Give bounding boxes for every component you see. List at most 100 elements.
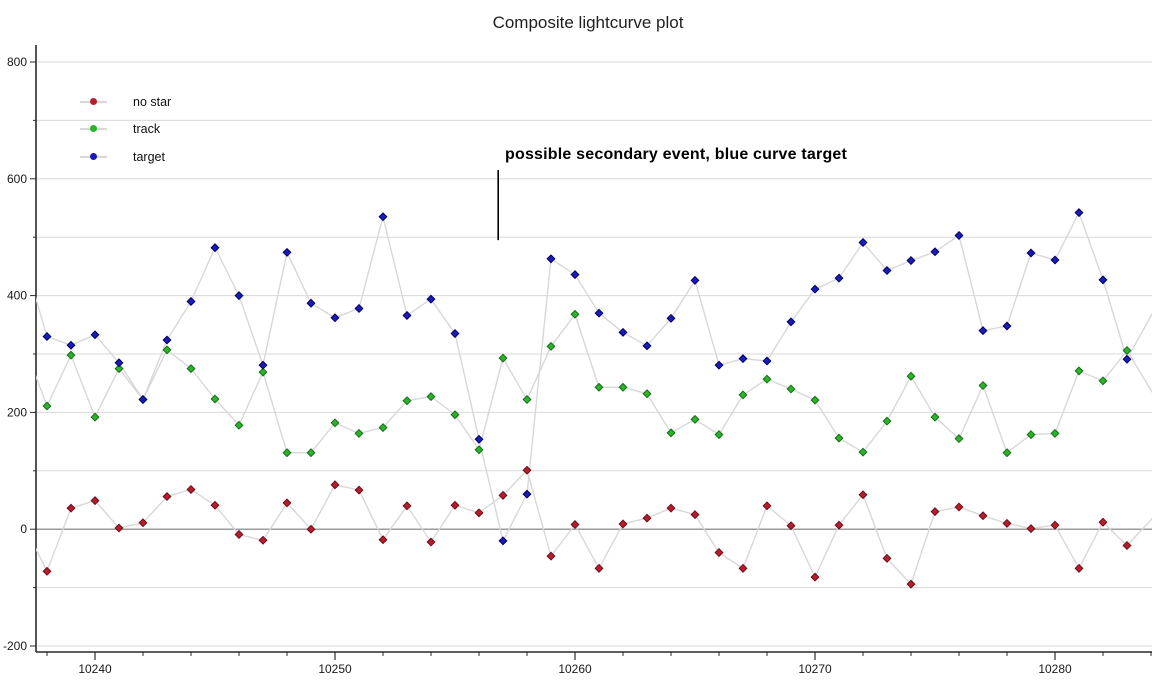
marker-no-star (786, 521, 796, 531)
marker-target (714, 360, 724, 370)
marker-track (1122, 345, 1132, 356)
marker-no-star (738, 563, 748, 573)
x-tick-label: 10280 (1038, 662, 1072, 676)
marker-track (186, 364, 196, 374)
marker-target (378, 212, 388, 222)
marker-target (474, 434, 484, 444)
marker-target (738, 354, 748, 364)
marker-no-star (1098, 517, 1108, 527)
marker-no-star (714, 548, 724, 558)
marker-track (570, 309, 580, 319)
marker-no-star (1122, 541, 1132, 551)
marker-target (858, 237, 868, 247)
marker-no-star (282, 498, 292, 508)
y-tick-label: 0 (20, 522, 27, 536)
marker-target (1098, 275, 1108, 285)
marker-no-star (834, 520, 844, 530)
marker-target (978, 326, 988, 336)
marker-track (930, 412, 940, 422)
marker-target (594, 308, 604, 318)
series-line-track (36, 312, 1152, 454)
marker-track (354, 428, 364, 438)
marker-track (1098, 376, 1108, 386)
marker-track (618, 382, 628, 392)
marker-track (882, 416, 892, 426)
marker-no-star (402, 501, 412, 511)
marker-no-star (810, 572, 820, 582)
marker-no-star (954, 502, 964, 512)
marker-target (834, 273, 844, 283)
marker-no-star (42, 566, 52, 576)
marker-target (354, 303, 364, 313)
marker-target (570, 270, 580, 280)
series-line-no-star (36, 468, 1152, 586)
marker-target (282, 247, 292, 257)
marker-track (522, 395, 532, 405)
marker-target (522, 489, 532, 499)
marker-target (954, 230, 964, 240)
x-tick-label: 10240 (78, 662, 112, 676)
marker-no-star (978, 511, 988, 521)
marker-track (834, 433, 844, 443)
marker-target (690, 275, 700, 285)
marker-track (306, 448, 316, 458)
marker-no-star (570, 520, 580, 530)
marker-no-star (186, 484, 196, 494)
marker-target (234, 291, 244, 301)
marker-no-star (330, 480, 340, 490)
legend-item-no-star: no star (80, 88, 171, 116)
marker-no-star (210, 500, 220, 510)
y-tick-label: 600 (7, 172, 27, 186)
marker-track (978, 381, 988, 391)
marker-track (498, 353, 508, 363)
marker-target (498, 536, 508, 546)
marker-no-star (258, 535, 268, 545)
marker-no-star (522, 465, 532, 475)
marker-no-star (426, 537, 436, 547)
legend-label: target (133, 149, 165, 164)
legend: no star track target (80, 88, 171, 171)
marker-target (762, 356, 772, 366)
marker-target (162, 335, 172, 345)
marker-no-star (114, 523, 124, 533)
legend-label: track (133, 122, 161, 137)
marker-no-star (306, 524, 316, 534)
marker-target (1002, 321, 1012, 331)
x-tick-label: 10270 (798, 662, 832, 676)
marker-track (330, 418, 340, 428)
marker-track (1002, 448, 1012, 458)
marker-target (138, 395, 148, 405)
marker-target (1026, 248, 1036, 258)
marker-track (378, 423, 388, 433)
marker-target (642, 341, 652, 351)
y-tick-label: 200 (7, 405, 27, 419)
y-tick-label: 400 (7, 289, 27, 303)
marker-target (42, 331, 52, 341)
series-group (36, 208, 1152, 589)
marker-track (690, 414, 700, 424)
marker-track (714, 430, 724, 440)
marker-no-star (474, 508, 484, 518)
marker-track (114, 364, 124, 374)
marker-track (210, 394, 220, 404)
marker-track (954, 434, 964, 444)
marker-no-star (762, 501, 772, 511)
marker-no-star (354, 485, 364, 495)
marker-no-star (618, 519, 628, 529)
marker-target (1050, 255, 1060, 265)
marker-target (66, 340, 76, 350)
marker-track (1026, 430, 1036, 440)
target-marker-icon (80, 152, 107, 160)
marker-target (546, 254, 556, 264)
marker-track (738, 390, 748, 400)
y-tick-label: 800 (7, 55, 27, 69)
marker-target (930, 247, 940, 257)
marker-track (546, 341, 556, 351)
marker-target (786, 317, 796, 327)
marker-track (858, 447, 868, 457)
marker-track (1050, 428, 1060, 438)
marker-track (786, 384, 796, 394)
marker-target (426, 294, 436, 304)
